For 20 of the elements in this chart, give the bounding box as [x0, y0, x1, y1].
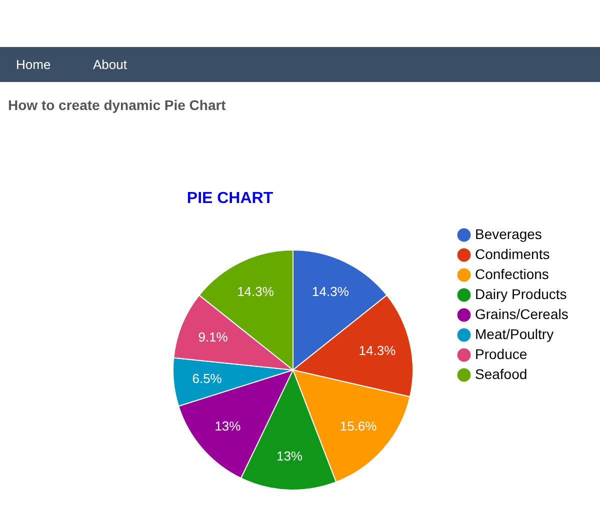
- legend-label: Produce: [475, 346, 528, 362]
- legend-label: Dairy Products: [475, 286, 567, 302]
- data-label: 6.5%: [192, 370, 222, 386]
- legend-label: Condiments: [475, 246, 550, 262]
- legend-label: Seafood: [475, 366, 528, 382]
- data-label: 9.1%: [198, 329, 228, 344]
- chart-title: PIE CHART: [186, 190, 274, 207]
- data-label: 15.6%: [340, 418, 378, 434]
- text: Home: [16, 57, 51, 72]
- legend-label: Grains/Cereals: [475, 306, 568, 322]
- text: About: [93, 57, 128, 72]
- data-label: 13%: [214, 418, 242, 434]
- data-label: 13%: [276, 448, 303, 464]
- legend-label: Confections: [475, 266, 549, 282]
- legend-label: Beverages: [475, 226, 542, 242]
- data-label: 14.3%: [312, 284, 350, 300]
- legend-label: Meat/Poultry: [475, 326, 554, 342]
- text: How to create dynamic Pie Chart: [8, 97, 226, 113]
- data-label: 14.3%: [237, 284, 274, 300]
- data-label: 14.3%: [358, 342, 396, 358]
